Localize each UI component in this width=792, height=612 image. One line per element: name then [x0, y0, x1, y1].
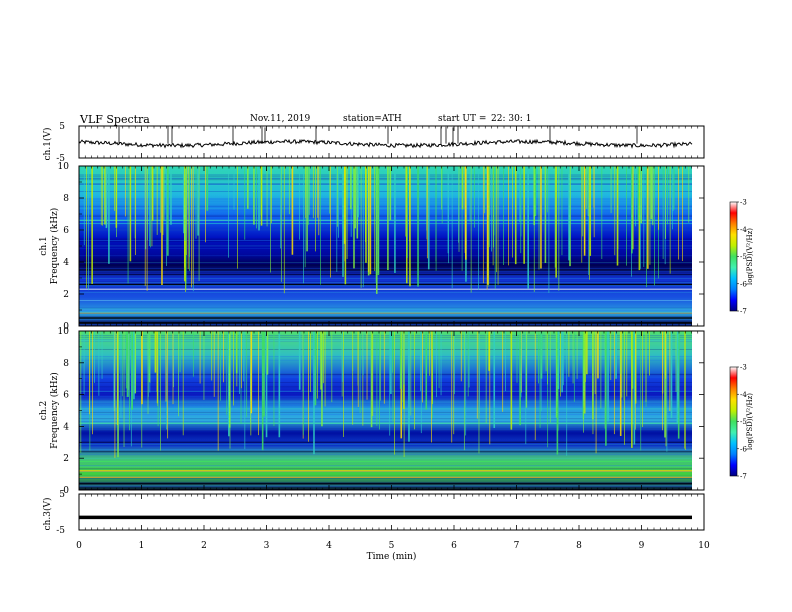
- ch3-ylabel: ch.3(V): [42, 498, 53, 531]
- ch1-ytick-label: -5: [56, 154, 65, 164]
- colorbar-tick-label: -4: [740, 391, 747, 399]
- colorbar-scale: [729, 366, 738, 477]
- freq-tick-label: 8: [63, 194, 69, 204]
- ch1-ylabel: ch.1(V): [42, 128, 53, 161]
- colorbar-tick-label: -6: [740, 280, 747, 288]
- freq-tick-label: 10: [58, 162, 70, 172]
- time-tick-label: 7: [514, 541, 520, 551]
- station-label: station=ATH: [343, 114, 402, 124]
- ch1-waveform-panel: 5 -5ch.1(V): [42, 122, 705, 164]
- colorbar-tick-label: -3: [740, 199, 747, 207]
- colorbar-ch2: -3 -4 -5 -6 -7 log(PSD)(V²/Hz): [729, 364, 754, 481]
- freq-tick-label: 0: [63, 486, 69, 496]
- colorbar-tick-label: -6: [740, 445, 747, 453]
- colorbar-tick-label: -3: [740, 364, 747, 372]
- freq-tick-label: 8: [63, 359, 69, 369]
- start-time-value: 22: 30: 1: [491, 114, 532, 124]
- freq-tick-label: 6: [63, 226, 69, 236]
- date-label: Nov.11, 2019: [250, 114, 311, 124]
- freq-tick-label: 2: [63, 454, 69, 464]
- spectrogram-ylabel-frequency: Frequency (kHz): [49, 208, 60, 285]
- time-axis: 0 1 2 3 4 5 6 7 8 9 10 Time (min): [76, 541, 710, 562]
- time-tick-label: 1: [139, 541, 145, 551]
- ch1-trace: [78, 138, 693, 149]
- colorbar-tick-label: -4: [740, 226, 747, 234]
- ch3-waveform-panel: 5 -5ch.3(V): [42, 490, 705, 536]
- time-tick-label: 5: [389, 541, 395, 551]
- colorbar-ch1: -3 -4 -5 -6 -7 log(PSD)(V²/Hz): [729, 199, 754, 316]
- freq-tick-label: 10: [58, 327, 70, 337]
- start-time-label: start UT =: [438, 114, 487, 124]
- freq-tick-label: 6: [63, 391, 69, 401]
- time-tick-label: 9: [639, 541, 645, 551]
- time-tick-label: 10: [698, 541, 710, 551]
- time-tick-label: 4: [326, 541, 332, 551]
- spectrogram-ylabel-frequency: Frequency (kHz): [49, 372, 60, 449]
- freq-tick-label: 4: [63, 422, 69, 432]
- panel3-background: [79, 331, 692, 490]
- colorbar-label: log(PSD)(V²/Hz): [746, 228, 754, 285]
- ch2-spectrogram-panel: 10 8 6 4 2 0 ch.2 Frequency (kHz): [39, 327, 705, 496]
- ch3-ytick-label: 5: [59, 490, 65, 500]
- colorbar-tick-label: -7: [740, 473, 747, 481]
- time-tick-label: 0: [76, 541, 82, 551]
- spectrogram-ylabel-channel: ch.2: [39, 401, 49, 420]
- spectrogram-ylabel-channel: ch.1: [39, 236, 49, 255]
- time-tick-label: 6: [451, 541, 457, 551]
- colorbar-tick-label: -5: [740, 253, 747, 261]
- time-tick-label: 8: [576, 541, 582, 551]
- freq-tick-label: 0: [63, 322, 69, 332]
- freq-tick-label: 4: [63, 258, 69, 268]
- panel3-spectrum: [79, 331, 692, 490]
- panel2-spectrum: [79, 166, 692, 326]
- time-axis-label: Time (min): [367, 551, 417, 562]
- colorbar-label: log(PSD)(V²/Hz): [746, 393, 754, 450]
- ch3-ytick-label: -5: [56, 526, 65, 536]
- time-tick-label: 3: [264, 541, 270, 551]
- time-tick-label: 2: [201, 541, 207, 551]
- ch1-spectrogram-panel: 10 8 6 4 2 0 ch.1 Frequency (kHz): [39, 162, 705, 332]
- colorbar-tick-label: -5: [740, 418, 747, 426]
- colorbar-tick-label: -7: [740, 308, 747, 316]
- colorbar-scale: [729, 201, 738, 312]
- freq-tick-label: 2: [63, 290, 69, 300]
- chart-title: VLF Spectra: [80, 113, 150, 126]
- ch3-frame: [78, 493, 705, 531]
- ch1-ytick-label: 5: [59, 122, 65, 132]
